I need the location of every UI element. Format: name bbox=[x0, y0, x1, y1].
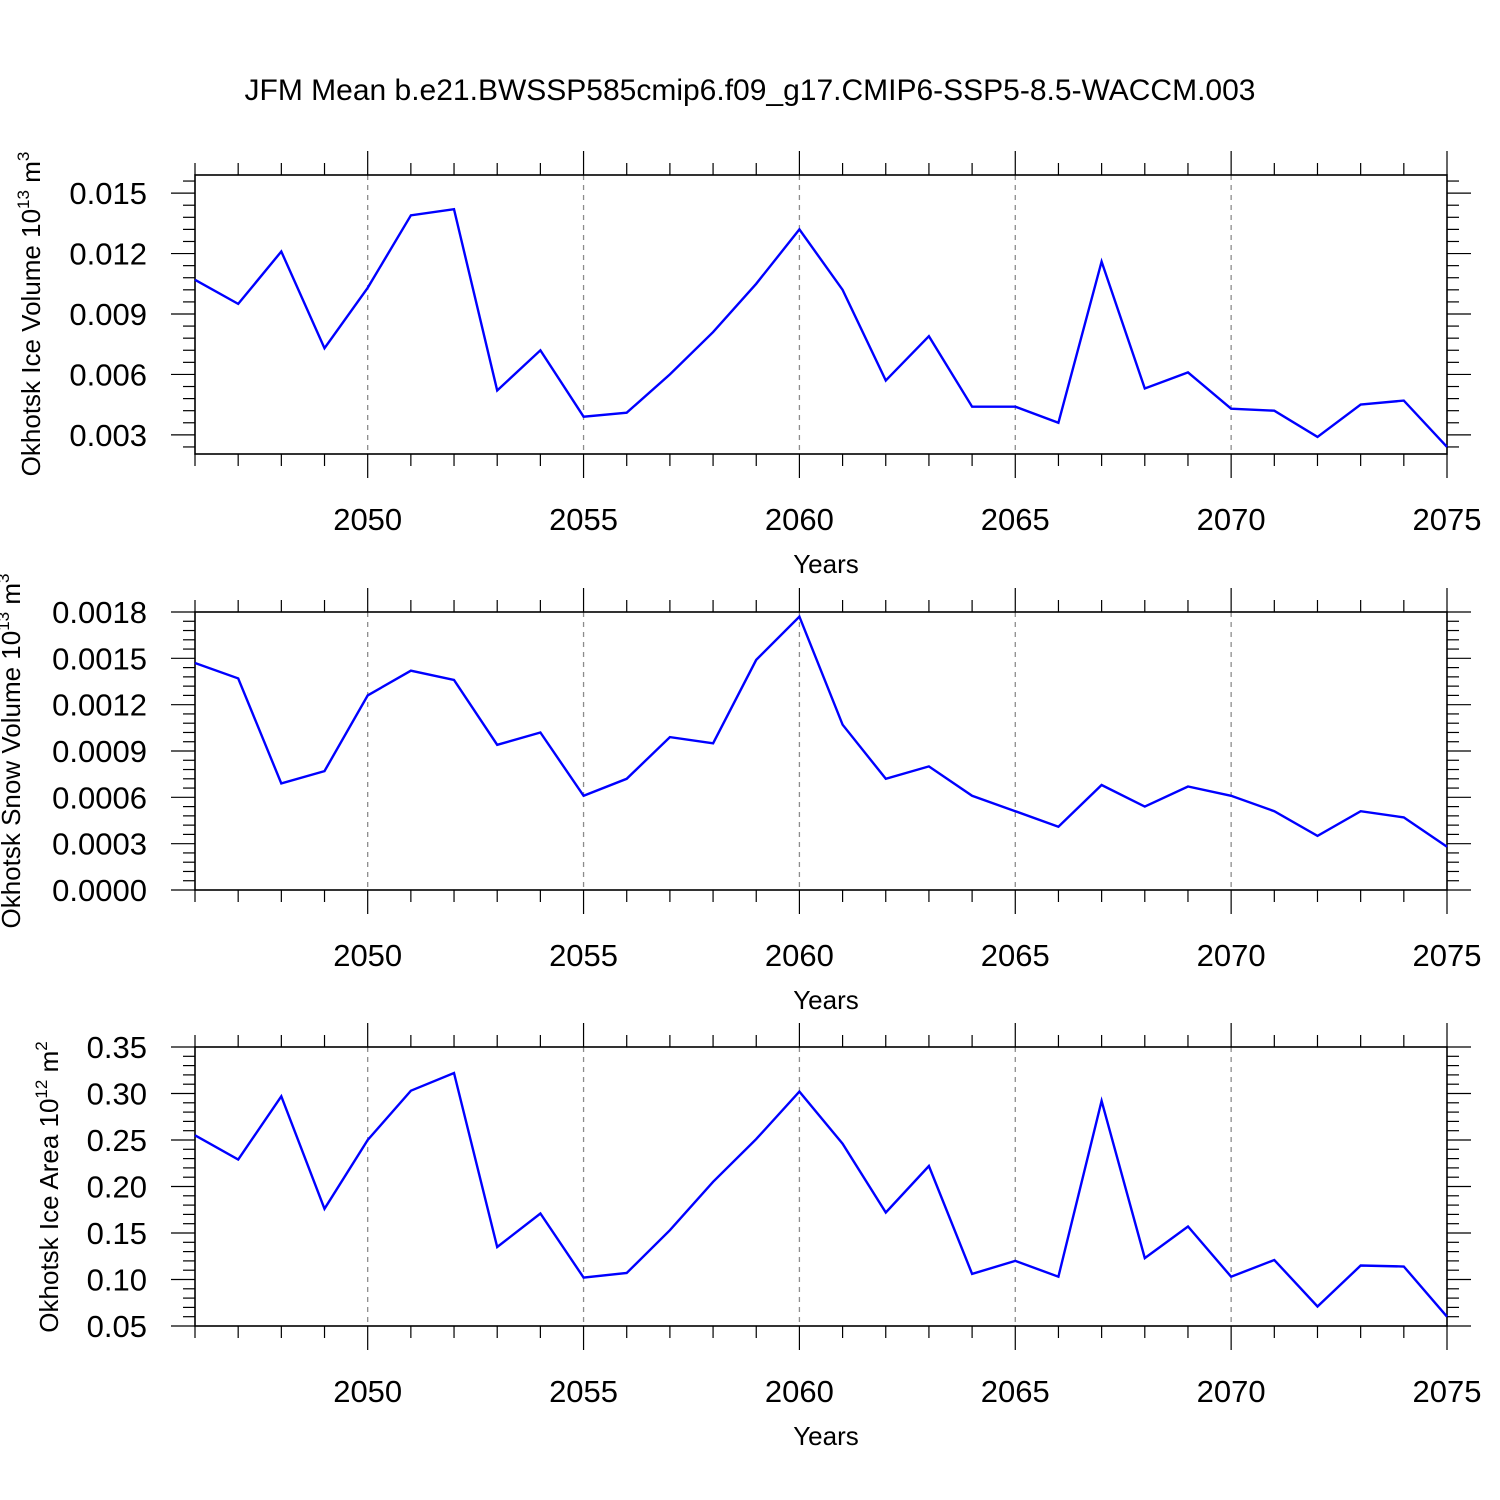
x-tick-label-2055: 2055 bbox=[549, 938, 618, 973]
y-tick-label-0.35: 0.35 bbox=[87, 1030, 147, 1065]
y-tick-label-0.0006: 0.0006 bbox=[52, 780, 147, 815]
x-tick-label-2075: 2075 bbox=[1413, 938, 1482, 973]
y-axis-label: Okhotsk Ice Volume 1013 m3 bbox=[14, 152, 46, 477]
y-tick-label-0.015: 0.015 bbox=[69, 176, 147, 211]
plot-frame bbox=[194, 174, 1448, 455]
x-tick-label-2075: 2075 bbox=[1413, 1374, 1482, 1409]
plot-frame bbox=[194, 1046, 1448, 1327]
x-tick-label-2075: 2075 bbox=[1413, 502, 1482, 537]
x-tick-label-2070: 2070 bbox=[1197, 938, 1266, 973]
y-tick-label-0.0003: 0.0003 bbox=[52, 827, 147, 862]
y-tick-label-0.0012: 0.0012 bbox=[52, 688, 147, 723]
x-tick-label-2050: 2050 bbox=[333, 1374, 402, 1409]
y-tick-label-0.0009: 0.0009 bbox=[52, 734, 147, 769]
x-tick-label-2060: 2060 bbox=[765, 502, 834, 537]
chart-panel-2: 0.0000 0.0003 0.0006 0.0009 0.0012 0.0015 0.00… bbox=[0, 574, 1481, 1016]
x-axis-label: Years bbox=[793, 1421, 859, 1451]
x-tick-label-2050: 2050 bbox=[333, 502, 402, 537]
chart-panel-1: 0.003 0.006 0.009 0.012 0.015 2050 2055 2060 206… bbox=[14, 151, 1481, 579]
x-tick-label-2065: 2065 bbox=[981, 1374, 1050, 1409]
y-tick-label-0.20: 0.20 bbox=[87, 1170, 147, 1205]
x-tick-label-2065: 2065 bbox=[981, 938, 1050, 973]
y-tick-label-0.15: 0.15 bbox=[87, 1216, 147, 1251]
y-tick-label-0.006: 0.006 bbox=[69, 357, 147, 392]
series-line-1 bbox=[194, 614, 1448, 848]
y-tick-label-0.05: 0.05 bbox=[87, 1309, 147, 1344]
y-tick-label-0.10: 0.10 bbox=[87, 1263, 147, 1298]
y-tick-label-0.009: 0.009 bbox=[69, 297, 147, 332]
x-axis-label: Years bbox=[793, 549, 859, 579]
y-tick-label-0.25: 0.25 bbox=[87, 1123, 147, 1158]
x-tick-label-2070: 2070 bbox=[1197, 1374, 1266, 1409]
y-tick-label-0.012: 0.012 bbox=[69, 237, 147, 272]
y-tick-label-0.003: 0.003 bbox=[69, 418, 147, 453]
x-tick-label-2055: 2055 bbox=[549, 502, 618, 537]
x-tick-label-2065: 2065 bbox=[981, 502, 1050, 537]
y-axis-label: Okhotsk Ice Area 1012 m2 bbox=[32, 1041, 64, 1332]
series-line-1 bbox=[194, 1071, 1448, 1318]
plot-frame bbox=[194, 611, 1448, 891]
y-tick-label-0.0018: 0.0018 bbox=[52, 595, 147, 630]
chart-title: JFM Mean b.e21.BWSSP585cmip6.f09_g17.CMI… bbox=[245, 74, 1256, 107]
y-tick-label-0.0000: 0.0000 bbox=[52, 873, 147, 908]
y-tick-label-0.0015: 0.0015 bbox=[52, 641, 147, 676]
x-tick-label-2060: 2060 bbox=[765, 1374, 834, 1409]
x-tick-label-2060: 2060 bbox=[765, 938, 834, 973]
x-axis-label: Years bbox=[793, 985, 859, 1015]
panels: 0.003 0.006 0.009 0.012 0.015 2050 2055 2060 206… bbox=[0, 151, 1481, 1451]
x-tick-label-2070: 2070 bbox=[1197, 502, 1266, 537]
y-tick-label-0.30: 0.30 bbox=[87, 1077, 147, 1112]
y-axis-label: Okhotsk Snow Volume 1013 m3 bbox=[0, 574, 26, 929]
x-tick-label-2055: 2055 bbox=[549, 1374, 618, 1409]
x-tick-label-2050: 2050 bbox=[333, 938, 402, 973]
chart-panel-3: 0.05 0.10 0.15 0.20 0.25 0.30 0.35 2050 2055 2060… bbox=[32, 1023, 1481, 1451]
series-line-1 bbox=[194, 207, 1448, 448]
